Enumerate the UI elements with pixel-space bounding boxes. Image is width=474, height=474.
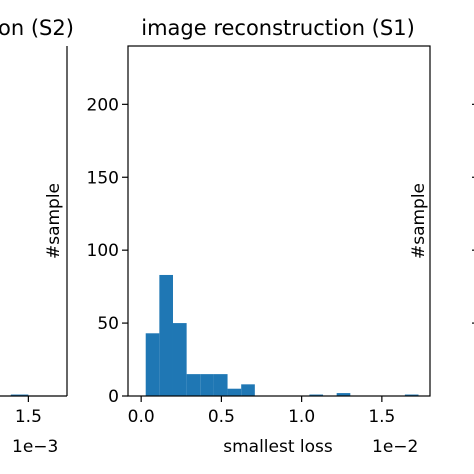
right-panel-y-axis-label: #sample — [409, 183, 429, 259]
center-panel-title: image reconstruction (S1) — [141, 16, 415, 40]
x-tick-label: 1.5 — [15, 407, 42, 427]
histogram-bar — [10, 394, 29, 396]
y-tick-label: 50 — [97, 314, 119, 334]
histogram-bar — [336, 393, 351, 396]
histogram-bar — [186, 374, 201, 396]
y-tick-label: 150 — [87, 168, 119, 188]
histogram-bar — [227, 388, 242, 396]
y-tick-label: 100 — [87, 241, 119, 261]
center-panel-frame — [127, 45, 431, 397]
x-tick-label: 0.0 — [128, 407, 155, 427]
histogram-bar — [172, 323, 187, 396]
histogram-bar — [309, 394, 324, 396]
y-tick-label: 200 — [87, 95, 119, 115]
x-tick-label: 1.5 — [368, 407, 395, 427]
histogram-bar — [404, 394, 419, 396]
center-panel-bars — [145, 274, 419, 396]
center-panel-x-ticks: 0.0 0.5 1.0 1.5 — [128, 396, 395, 427]
left-panel-x-ticks: 1.5 — [15, 396, 42, 427]
histogram-bar — [200, 374, 214, 396]
x-tick-label: 1.0 — [288, 407, 315, 427]
center-panel-y-axis-label: #sample — [44, 183, 64, 259]
histogram-bar — [213, 374, 228, 396]
left-panel-offset-text: 1e−3 — [12, 437, 58, 457]
center-panel-y-ticks: 0 50 100 150 200 — [87, 95, 128, 407]
center-panel-x-axis-label: smallest loss — [223, 437, 333, 457]
left-panel-bars — [10, 394, 29, 396]
center-panel-offset-text: 1e−2 — [372, 437, 418, 457]
center-panel: image reconstruction (S1) 0 50 100 150 200 0… — [44, 16, 431, 457]
histogram-bar — [145, 333, 160, 396]
histogram-bar — [159, 274, 173, 396]
histogram-bar — [241, 384, 255, 396]
left-panel-title: on (S2) — [0, 16, 74, 40]
x-tick-label: 0.5 — [208, 407, 235, 427]
left-panel: on (S2) 0 1.5 1e−3 — [0, 16, 74, 457]
y-tick-label: 0 — [108, 387, 119, 407]
